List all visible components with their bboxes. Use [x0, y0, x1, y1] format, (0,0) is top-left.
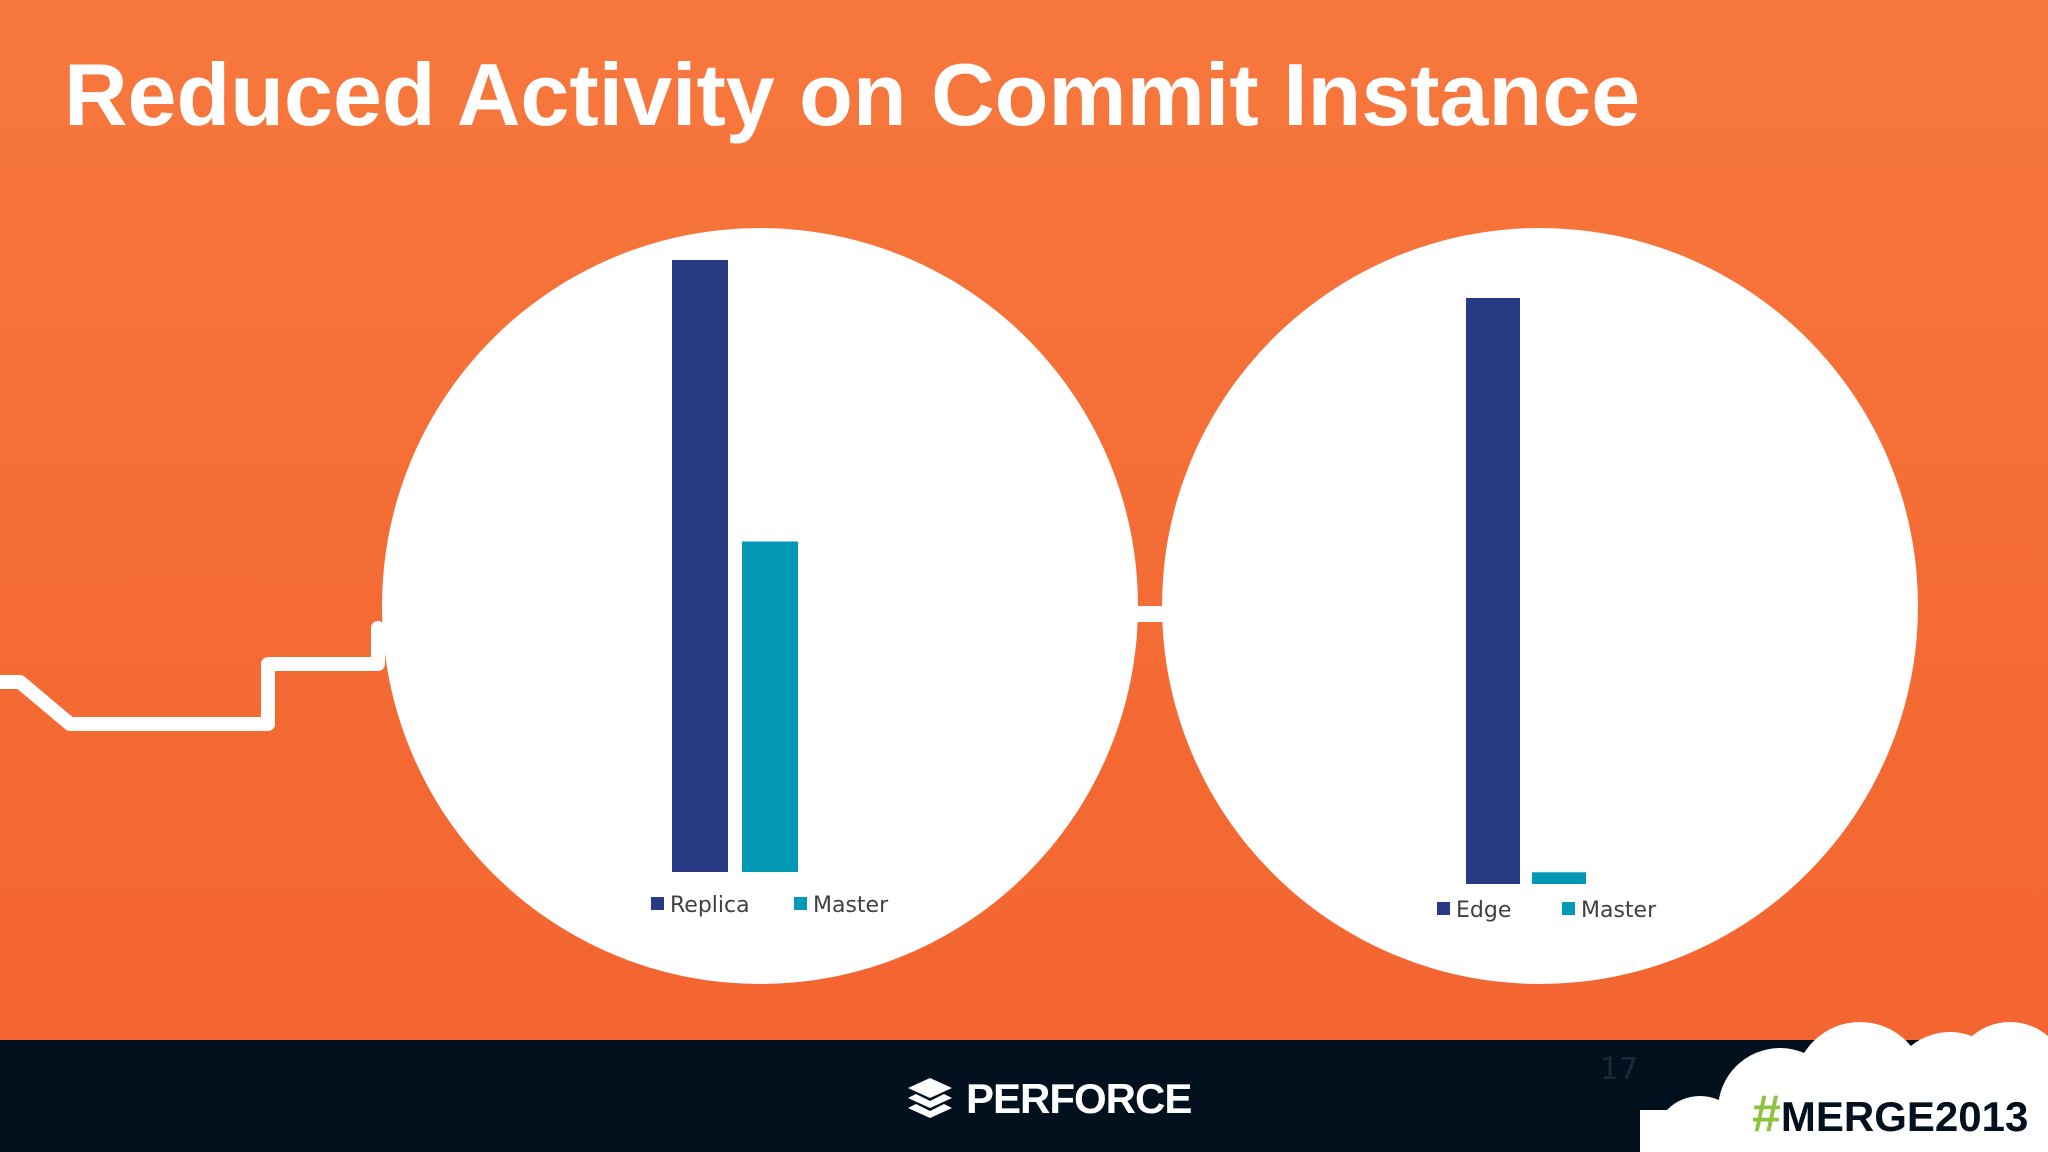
bar-replica — [672, 260, 728, 872]
legend-label-master: Master — [813, 893, 889, 918]
legend-swatch-master — [1562, 902, 1575, 915]
connector-line — [0, 621, 385, 731]
legend-swatch-master — [794, 897, 807, 910]
hashtag-symbol: # — [1752, 1085, 1781, 1143]
hashtag-text: MERGE2013 — [1780, 1093, 2029, 1140]
legend-swatch-replica — [742, 541, 798, 872]
page-number: 17 — [1600, 1052, 1639, 1087]
legend-label-edge: Edge — [1456, 898, 1511, 923]
legend-swatch-edge — [1532, 872, 1586, 884]
bar-master — [651, 897, 664, 910]
slide-title: Reduced Activity on Commit Instance — [64, 45, 1641, 144]
bar-master — [1437, 902, 1450, 915]
legend-label-replica: Replica — [670, 893, 750, 918]
perforce-logo-icon — [908, 1078, 952, 1118]
chart-circle-right — [1162, 228, 1918, 984]
legend-label-master: Master — [1581, 898, 1657, 923]
event-hashtag: #MERGE2013 — [1752, 1084, 2028, 1144]
perforce-logo: PERFORCE — [904, 1075, 1192, 1123]
bar-edge — [1466, 298, 1520, 884]
brand-name: PERFORCE — [966, 1075, 1192, 1122]
